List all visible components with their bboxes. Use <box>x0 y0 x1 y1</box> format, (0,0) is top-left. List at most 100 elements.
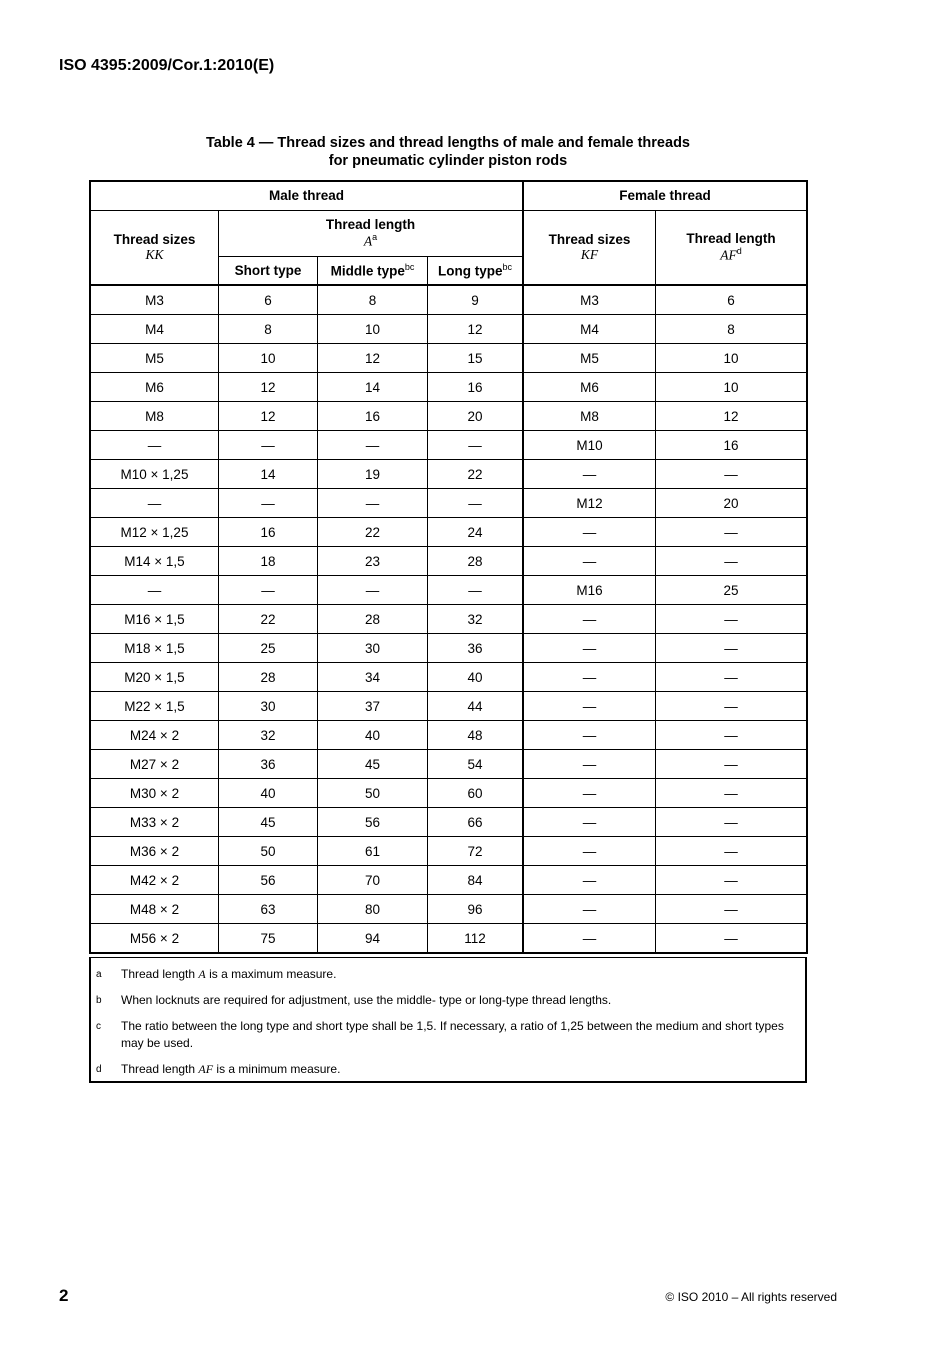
document-id: ISO 4395:2009/Cor.1:2010(E) <box>59 57 275 74</box>
table-cell: 40 <box>218 778 318 808</box>
table-cell: M3 <box>522 284 656 315</box>
table-row: M5 10 12 15 M5 10 <box>89 343 808 373</box>
table-cell: 10 <box>655 343 808 373</box>
footnotes: a Thread length A is a maximum measure. b… <box>89 957 807 1083</box>
table-cell: M30 × 2 <box>89 778 219 808</box>
table-row: M8 12 16 20 M8 12 <box>89 401 808 431</box>
table-cell: 84 <box>427 865 524 895</box>
table-cell: — <box>655 865 808 895</box>
short-type-header: Short type <box>218 255 318 286</box>
table-cell: — <box>522 604 656 634</box>
table-row: — — — — M16 25 <box>89 575 808 605</box>
table-cell: — <box>522 749 656 779</box>
table-cell: 32 <box>427 604 524 634</box>
table-cell: 40 <box>317 720 428 750</box>
table-cell: 8 <box>317 284 428 315</box>
table-cell: 75 <box>218 923 318 954</box>
title-line-2: for pneumatic cylinder piston rods <box>328 153 568 169</box>
table-cell: 12 <box>317 343 428 373</box>
table-cell: — <box>522 459 656 489</box>
table-cell: — <box>218 488 318 518</box>
table-cell: M14 × 1,5 <box>89 546 219 576</box>
table-cell: — <box>655 836 808 866</box>
table-cell: 36 <box>218 749 318 779</box>
table-cell: 22 <box>317 517 428 547</box>
table-cell: M27 × 2 <box>89 749 219 779</box>
table-cell: M5 <box>89 343 219 373</box>
table-cell: 14 <box>218 459 318 489</box>
table-cell: — <box>89 488 219 518</box>
table-cell: 16 <box>317 401 428 431</box>
table-cell: 10 <box>317 314 428 344</box>
table-cell: M8 <box>522 401 656 431</box>
table-cell: 56 <box>218 865 318 895</box>
male-thread-header: Male thread <box>89 180 524 211</box>
table-cell: 22 <box>427 459 524 489</box>
table-row: M33 × 2 45 56 66— — <box>89 807 808 837</box>
table-cell: 61 <box>317 836 428 866</box>
table-cell: 63 <box>218 894 318 924</box>
table-row: M6 12 14 16 M6 10 <box>89 372 808 402</box>
table-cell: M24 × 2 <box>89 720 219 750</box>
table-cell: 6 <box>655 284 808 315</box>
table-title: Table 4 — Thread sizes and thread length… <box>89 134 807 170</box>
table-cell: — <box>427 575 524 605</box>
table-cell: 23 <box>317 546 428 576</box>
page-number: 2 <box>59 1286 69 1305</box>
table-cell: M3 <box>89 284 219 315</box>
table-cell: 48 <box>427 720 524 750</box>
table-cell: 28 <box>427 546 524 576</box>
table-cell: — <box>522 517 656 547</box>
table-cell: — <box>655 633 808 663</box>
table-cell: 10 <box>218 343 318 373</box>
table-cell: 70 <box>317 865 428 895</box>
middle-type-header: Middle typebc <box>317 255 428 286</box>
table-cell: 60 <box>427 778 524 808</box>
table-cell: 16 <box>218 517 318 547</box>
table-cell: — <box>655 923 808 954</box>
table-cell: 28 <box>218 662 318 692</box>
table-cell: 112 <box>427 923 524 954</box>
title-line-1: Table 4 — Thread sizes and thread length… <box>205 135 690 151</box>
table-row: M3 6 8 9 M3 6 <box>89 284 808 315</box>
table-row: M12 × 1,25 16 22 24— — <box>89 517 808 547</box>
table-cell: 56 <box>317 807 428 837</box>
table-row: M14 × 1,5 18 23 28— — <box>89 546 808 576</box>
table-cell: 15 <box>427 343 524 373</box>
table-cell: M48 × 2 <box>89 894 219 924</box>
table-cell: 10 <box>655 372 808 402</box>
table-cell: — <box>655 517 808 547</box>
table-cell: 16 <box>655 430 808 460</box>
table-cell: — <box>218 430 318 460</box>
table-cell: — <box>89 430 219 460</box>
table-cell: 30 <box>317 633 428 663</box>
table-cell: 22 <box>218 604 318 634</box>
table-cell: M12 <box>522 488 656 518</box>
table-row: M4 8 10 12 M4 8 <box>89 314 808 344</box>
table-cell: — <box>655 662 808 692</box>
table-cell: 45 <box>317 749 428 779</box>
table-cell: 8 <box>655 314 808 344</box>
table-cell: 44 <box>427 691 524 721</box>
table-cell: 54 <box>427 749 524 779</box>
table-cell: M8 <box>89 401 219 431</box>
table-cell: M16 <box>522 575 656 605</box>
table-cell: M22 × 1,5 <box>89 691 219 721</box>
table-cell: 24 <box>427 517 524 547</box>
male-thread-sizes-header: Thread sizes KK <box>89 209 219 286</box>
table-cell: 12 <box>427 314 524 344</box>
table-cell: — <box>522 662 656 692</box>
table-cell: 50 <box>317 778 428 808</box>
table-cell: — <box>655 778 808 808</box>
table-cell: M56 × 2 <box>89 923 219 954</box>
table-cell: 45 <box>218 807 318 837</box>
table-cell: — <box>427 430 524 460</box>
table-cell: 20 <box>427 401 524 431</box>
table-cell: 28 <box>317 604 428 634</box>
table-row: M16 × 1,5 22 28 32— — <box>89 604 808 634</box>
table-row: — — — — M12 20 <box>89 488 808 518</box>
table-cell: 66 <box>427 807 524 837</box>
table-cell: 80 <box>317 894 428 924</box>
table-row: M10 × 1,25 14 19 22— — <box>89 459 808 489</box>
table-row: M30 × 2 40 50 60— — <box>89 778 808 808</box>
